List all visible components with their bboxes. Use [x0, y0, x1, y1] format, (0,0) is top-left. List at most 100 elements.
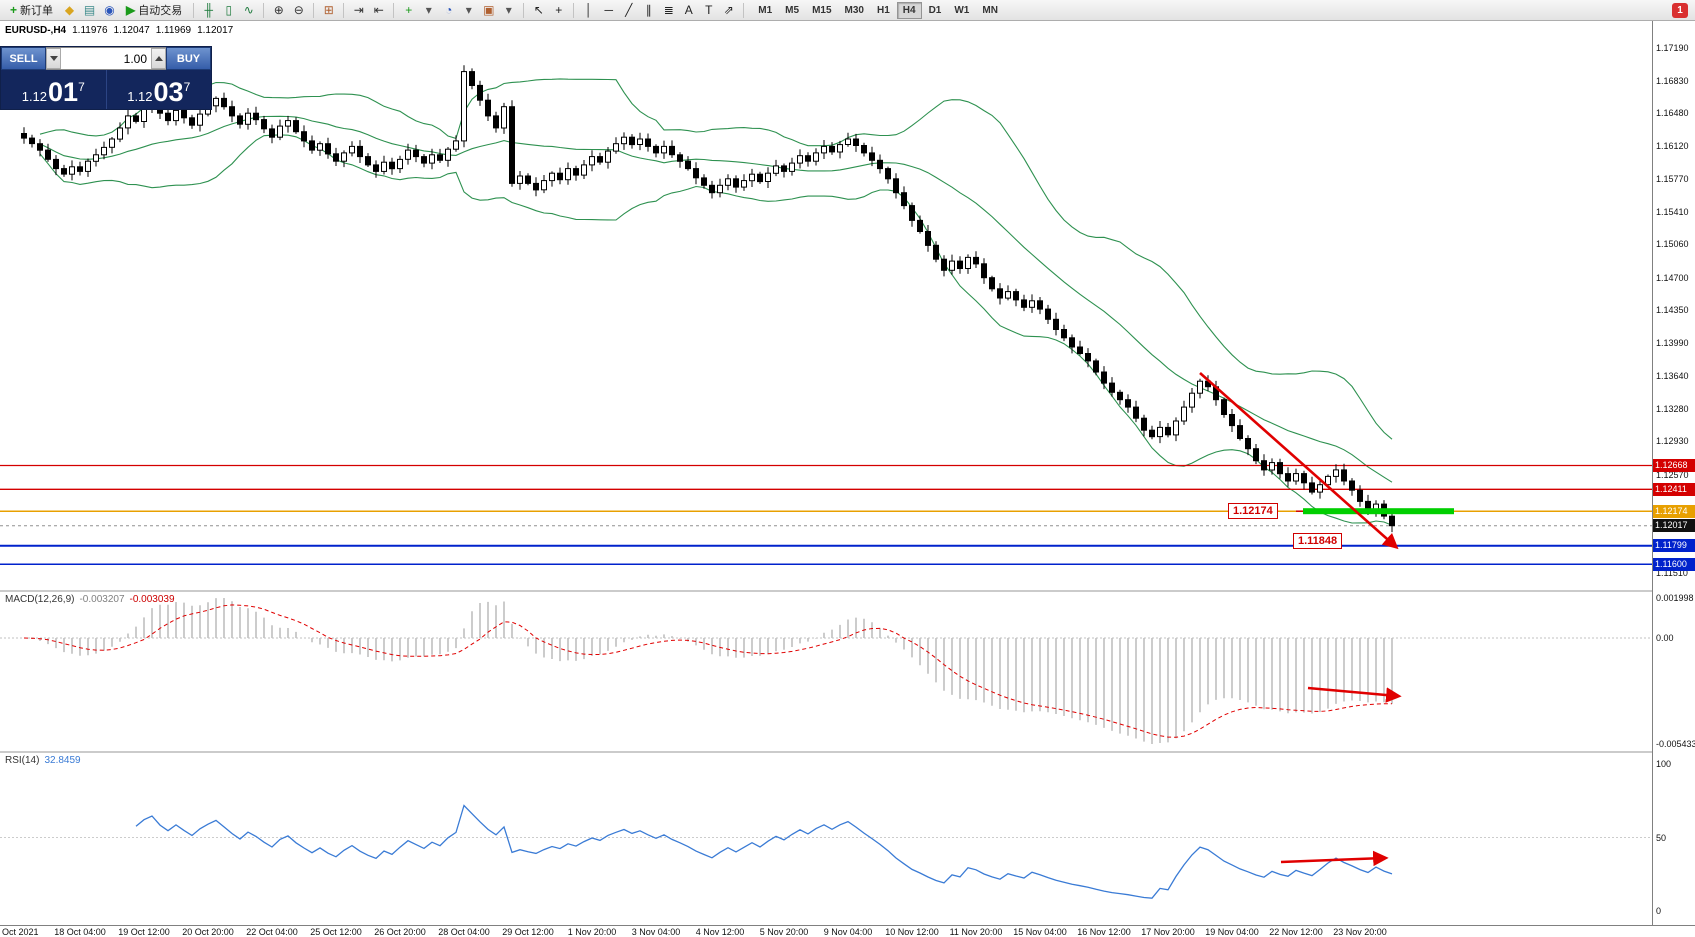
- periods-dropdown-icon[interactable]: ▾: [465, 3, 472, 17]
- macd-axis-label: 0.00: [1656, 633, 1674, 643]
- fibonacci-icon[interactable]: ≣: [663, 3, 674, 17]
- macd-value: -0.003207: [79, 594, 125, 605]
- toolbar-icons: + 新订单 ◆ ▤ ◉ ▶ 自动交易 ╫ ▯ ∿ ⊕ ⊖ ⊞ ⇥ ⇤ + ▾ ◔ ▾ ▣ ▾ ↖ + │ ─ ╱ ∥ ≣ A T ⇗: [4, 2, 748, 19]
- timeframe-h4-button[interactable]: H4: [896, 1, 922, 19]
- indicators-icon[interactable]: +: [405, 3, 413, 17]
- auto-scroll-icon[interactable]: ⇥: [353, 3, 364, 17]
- new-order-button[interactable]: + 新订单: [4, 2, 59, 19]
- volume-box: 1.00: [46, 47, 166, 70]
- one-click-trading-panel: SELL 1.00 BUY 1.12 01 7 1.12 03 7: [0, 46, 212, 110]
- arrows-icon[interactable]: ⇗: [723, 3, 734, 17]
- rsi-axis-label: 0: [1656, 906, 1662, 916]
- price-axis-label: 1.12570: [1656, 470, 1689, 480]
- triangle-up-icon: [154, 56, 163, 61]
- notification-badge[interactable]: 1: [1672, 2, 1688, 18]
- bar-chart-icon[interactable]: ╫: [204, 3, 213, 17]
- time-axis-label: 25 Oct 12:00: [310, 927, 362, 937]
- macd-axis-label: 0.001998: [1656, 593, 1694, 603]
- text-icon[interactable]: A: [684, 3, 693, 17]
- timeframe-m30-button[interactable]: M30: [844, 4, 864, 16]
- trend-arrow-main[interactable]: [1199, 372, 1399, 550]
- rsi-axis-label: 100: [1656, 759, 1672, 769]
- time-axis-label: 1 Nov 20:00: [567, 927, 617, 937]
- sounds-icon[interactable]: ◉: [104, 3, 115, 17]
- new-order-icon: +: [10, 3, 18, 17]
- resistance-price-label[interactable]: 1.12174: [1228, 503, 1278, 519]
- chart-shift-icon[interactable]: ⇤: [373, 3, 384, 17]
- price-axis-label: 1.17190: [1656, 43, 1689, 53]
- buy-button[interactable]: BUY: [166, 47, 211, 70]
- autotrading-button[interactable]: ▶ 自动交易: [120, 2, 188, 19]
- volume-decrease-button[interactable]: [46, 48, 61, 69]
- time-axis-label: 5 Nov 20:00: [759, 927, 809, 937]
- volume-input[interactable]: 1.00: [123, 51, 147, 66]
- timeframe-w1-button[interactable]: W1: [954, 4, 970, 16]
- time-axis-label: 19 Nov 04:00: [1205, 927, 1259, 937]
- bid-big: 01: [48, 77, 79, 108]
- price-axis-label: 1.14700: [1656, 273, 1689, 283]
- candlestick-chart-icon[interactable]: ▯: [225, 3, 233, 17]
- bid-price[interactable]: 1.12 01 7: [1, 70, 107, 109]
- bid-pip: 7: [78, 80, 85, 94]
- sell-button[interactable]: SELL: [1, 47, 46, 70]
- toolbar-separator: [343, 2, 345, 18]
- chart-symbol-label: EURUSD-,H4: [5, 25, 67, 36]
- trend-arrow-macd[interactable]: [1307, 686, 1402, 703]
- autotrading-label: 自动交易: [138, 5, 183, 17]
- history-center-icon[interactable]: ▤: [83, 3, 96, 17]
- time-axis-label: 28 Oct 04:00: [438, 927, 490, 937]
- green-zone-segment[interactable]: [1303, 508, 1454, 515]
- macd-name: MACD(12,26,9): [5, 594, 75, 605]
- price-axis-label: 1.12930: [1656, 436, 1689, 446]
- macd-histogram: [31, 598, 1393, 744]
- price-axis-label: 1.15410: [1656, 207, 1689, 217]
- timeframe-h1-button[interactable]: H1: [876, 4, 890, 16]
- trendline-icon[interactable]: ╱: [625, 3, 633, 17]
- price-axis-label: 1.15060: [1656, 239, 1689, 249]
- rsi-name: RSI(14): [5, 755, 40, 766]
- volume-increase-button[interactable]: [151, 48, 166, 69]
- time-axis-label: 26 Oct 20:00: [374, 927, 426, 937]
- macd-signal-value: -0.003039: [129, 594, 175, 605]
- equidistant-channel-icon[interactable]: ∥: [645, 3, 652, 17]
- cursor-icon[interactable]: ↖: [533, 3, 544, 17]
- timeframe-m15-button[interactable]: M15: [812, 4, 832, 16]
- timeframe-d1-button[interactable]: D1: [928, 4, 942, 16]
- line-chart-icon[interactable]: ∿: [243, 3, 254, 17]
- timeframe-mn-button[interactable]: MN: [982, 4, 998, 16]
- zoom-out-icon[interactable]: ⊖: [293, 3, 304, 17]
- new-order-label: 新订单: [20, 5, 54, 17]
- timeframe-m5-button[interactable]: M5: [785, 4, 800, 16]
- toolbar: + 新订单 ◆ ▤ ◉ ▶ 自动交易 ╫ ▯ ∿ ⊕ ⊖ ⊞ ⇥ ⇤ + ▾ ◔ ▾ ▣ ▾ ↖ + │ ─ ╱ ∥ ≣ A T ⇗ M1 M…: [0, 0, 1695, 21]
- crosshair-icon[interactable]: +: [555, 3, 563, 17]
- zoom-in-icon[interactable]: ⊕: [273, 3, 284, 17]
- text-label-icon[interactable]: T: [705, 3, 713, 17]
- vertical-line-icon[interactable]: │: [585, 3, 593, 17]
- support-price-label[interactable]: 1.11848: [1293, 533, 1343, 549]
- tile-windows-icon[interactable]: ⊞: [323, 3, 334, 17]
- price-tag-1.12174: 1.12174: [1653, 505, 1695, 518]
- time-axis[interactable]: 15 Oct 2021 18 Oct 04:00 19 Oct 12:00 20 Oc…: [0, 925, 1695, 937]
- ask-base: 1.12: [127, 88, 153, 104]
- time-axis-label: 17 Nov 20:00: [1141, 927, 1195, 937]
- price-axis-label: 1.16830: [1656, 76, 1689, 86]
- templates-dropdown-icon[interactable]: ▾: [505, 3, 512, 17]
- templates-icon[interactable]: ▣: [483, 3, 495, 17]
- trend-arrow-rsi[interactable]: [1280, 850, 1389, 867]
- indicators-dropdown-icon[interactable]: ▾: [425, 3, 432, 17]
- timeframe-m1-button[interactable]: M1: [758, 4, 773, 16]
- horizontal-line-icon[interactable]: ─: [604, 3, 613, 17]
- price-tag-1.11600: 1.11600: [1653, 558, 1695, 571]
- toolbar-separator: [193, 2, 195, 18]
- ask-price[interactable]: 1.12 03 7: [107, 70, 212, 109]
- price-axis-label: 1.15770: [1656, 174, 1689, 184]
- alerts-icon[interactable]: ◆: [64, 3, 75, 17]
- time-axis-label: 23 Nov 20:00: [1333, 927, 1387, 937]
- ask-pip: 7: [183, 80, 191, 94]
- ask-big: 03: [153, 77, 184, 108]
- time-axis-label: 10 Nov 12:00: [885, 927, 939, 937]
- price-axis[interactable]: 1.17190 1.16830 1.16480 1.16120 1.15770 1.154…: [1652, 21, 1695, 925]
- trade-panel-controls: SELL 1.00 BUY: [1, 47, 211, 70]
- periods-icon[interactable]: ◔: [445, 3, 453, 17]
